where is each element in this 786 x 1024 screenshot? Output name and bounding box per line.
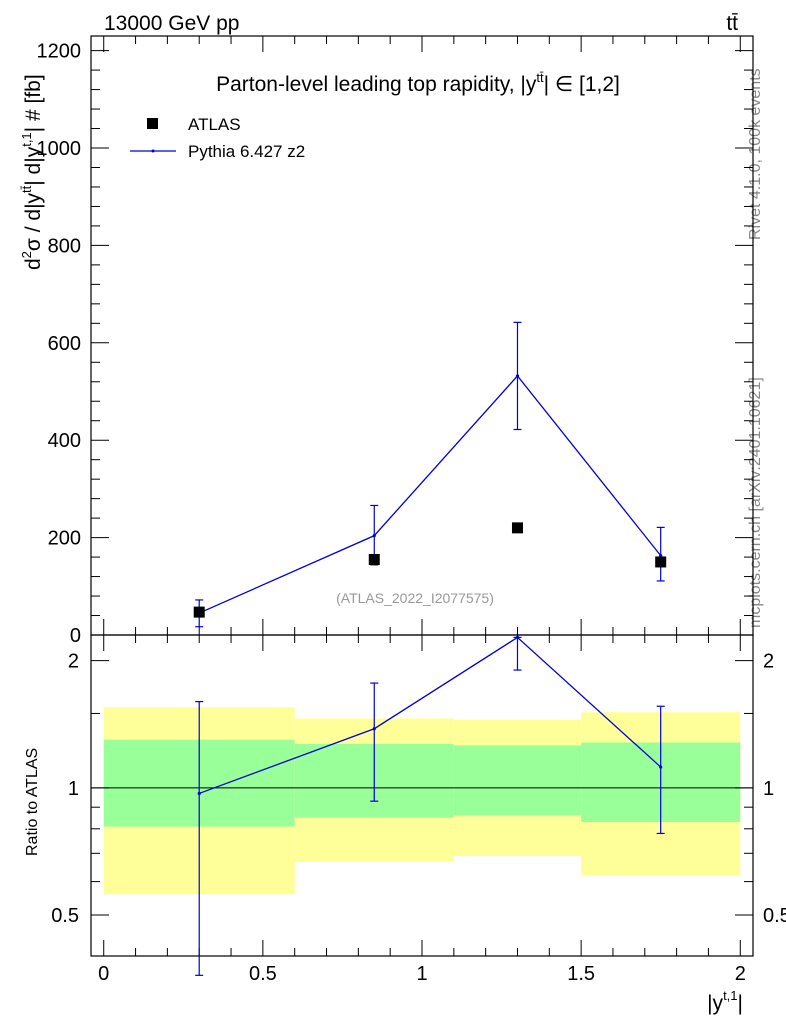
- legend-label-atlas: ATLAS: [188, 115, 241, 134]
- ratio-tick-label: 2: [68, 651, 79, 673]
- data-point: [368, 554, 380, 566]
- ratio-mc-line: [198, 636, 662, 795]
- x-tick-label: 1.5: [567, 963, 595, 985]
- mc-line: [198, 374, 662, 614]
- ratio-mc-point: [515, 635, 520, 640]
- x-tick-label: 0.5: [249, 963, 277, 985]
- chart-title: Parton-level leading top rapidity, |ytt̄…: [216, 70, 620, 96]
- y-tick-label: 400: [48, 430, 81, 452]
- rivet-version-label: Rivet 4.1.0, 100k events: [747, 68, 764, 240]
- mc-series-ratio: [195, 635, 665, 976]
- data-point: [511, 522, 523, 534]
- legend: ATLAS Pythia 6.427 z2: [130, 115, 305, 161]
- ratio-y-axis: 0.5 0.5 1 1 2 2: [51, 651, 786, 957]
- y-tick-label: 200: [48, 528, 81, 550]
- main-y-axis: 0 200 400 600 800 1000 1200: [37, 41, 753, 647]
- y-tick-label: 1200: [37, 41, 82, 63]
- mc-point: [515, 374, 520, 378]
- energy-label: 13000 GeV pp: [104, 12, 239, 35]
- ratio-tick-label: 0.5: [51, 905, 79, 927]
- ratio-band-inner: [453, 745, 582, 816]
- legend-marker-atlas: [147, 118, 158, 129]
- analysis-watermark: (ATLAS_2022_I2077575): [336, 590, 494, 606]
- ratio-mc-point: [659, 765, 663, 769]
- mc-point: [659, 554, 663, 558]
- ratio-tick-label: 1: [68, 778, 79, 800]
- y-tick-label: 800: [48, 235, 81, 257]
- data-point: [193, 606, 205, 618]
- legend-label-pythia: Pythia 6.427 z2: [188, 142, 305, 161]
- y-tick-label: 1000: [37, 138, 82, 160]
- ratio-tick-label-right: 2: [763, 651, 774, 673]
- data-series-main: [193, 522, 667, 618]
- ratio-tick-label-right: 1: [763, 778, 774, 800]
- x-axis-label: |yt,1|: [707, 988, 743, 1015]
- x-tick-label: 2: [735, 963, 746, 985]
- process-label: tt̄: [726, 12, 738, 35]
- x-tick-label: 0: [98, 963, 109, 985]
- mc-point: [372, 534, 376, 538]
- x-tick-label: 1: [416, 963, 427, 985]
- legend-point-pythia: [151, 149, 155, 153]
- x-axis: 0 0.5 1 1.5 2: [98, 36, 746, 985]
- y-tick-label: 0: [70, 625, 81, 647]
- ratio-y-axis-label: Ratio to ATLAS: [24, 748, 41, 856]
- y-tick-label: 600: [48, 333, 81, 355]
- mc-series-main: [195, 321, 665, 628]
- ratio-tick-label-right: 0.5: [763, 905, 786, 927]
- data-point: [655, 556, 667, 568]
- ratio-mc-point: [197, 791, 201, 796]
- y-axis-label: d2σ / d|ytt̄| d|yt,1| # [fb]: [19, 74, 45, 270]
- source-label: mcplots.cern.ch [arXiv:2401.10621]: [747, 377, 764, 628]
- ratio-mc-point: [372, 727, 376, 731]
